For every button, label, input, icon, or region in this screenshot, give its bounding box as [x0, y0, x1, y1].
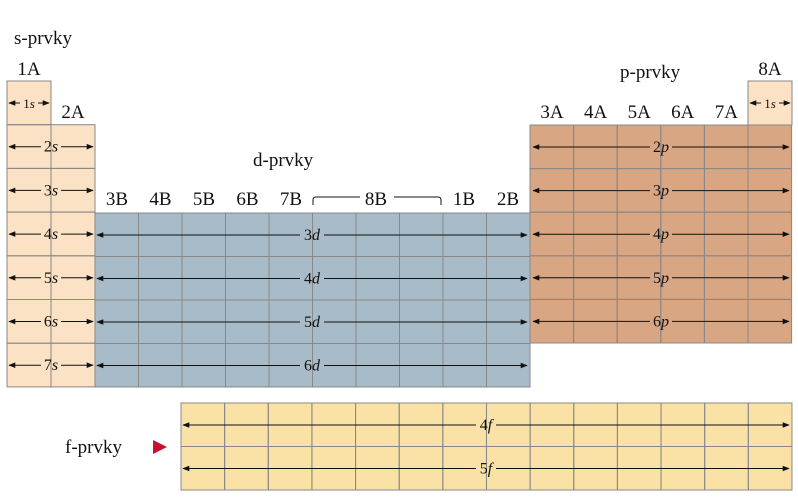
orbital-5s-label: 5s [44, 270, 58, 287]
orbital-7s: 7s [8, 357, 94, 374]
orbital-4p-label: 4p [653, 226, 669, 243]
s-block-label: s-prvky [14, 28, 73, 49]
group-header-3a: 3A [540, 102, 564, 123]
orbital-4p: 4p [532, 226, 790, 243]
orbital-2s: 2s [8, 139, 94, 156]
orbital-6d: 6d [96, 358, 528, 375]
orbital-4s: 4s [8, 226, 94, 243]
orbital-3s-label: 3s [44, 182, 58, 199]
d-group-headers: 3B 4B 5B 6B 7B [106, 189, 302, 210]
orbital-6p: 6p [532, 313, 790, 330]
group-header-8a: 8A [758, 59, 782, 80]
group-header-7b: 7B [280, 189, 302, 210]
orbital-6s: 6s [8, 314, 94, 331]
group-header-2a: 2A [61, 102, 85, 123]
orbital-6p-label: 6p [653, 313, 669, 330]
p-group-headers: 3A 4A 5A 6A 7A [540, 102, 738, 123]
group-header-6b: 6B [236, 189, 258, 210]
orbital-4s-label: 4s [44, 226, 58, 243]
orbital-5d-label: 5d [304, 314, 321, 331]
group-header-3b: 3B [106, 189, 128, 210]
group-header-5b: 5B [193, 189, 215, 210]
orbital-1s-he: 1s [749, 96, 791, 111]
orbital-4d: 4d [96, 271, 528, 288]
p-block-label: p-prvky [620, 62, 681, 83]
group-header-7a: 7A [715, 102, 739, 123]
orbital-5f: 5f [182, 461, 790, 478]
orbital-3p-label: 3p [653, 183, 669, 200]
orbital-3p: 3p [532, 183, 790, 200]
orbital-arrows: 1s 2s 3s 4s 5s 6s 7s 1s 2p 3p 4p 5p 6p 3d 4d 5d 6d 4f 5f [8, 96, 791, 478]
orbital-1s-label: 1s [23, 96, 35, 111]
f-block-pointer-icon [153, 440, 167, 454]
orbital-2p-label: 2p [653, 139, 669, 156]
orbital-1s-he-label: 1s [764, 96, 776, 111]
orbital-2s-label: 2s [44, 139, 58, 156]
group-header-5a: 5A [628, 102, 652, 123]
orbital-3d-label: 3d [304, 227, 321, 244]
orbital-3s: 3s [8, 182, 94, 199]
orbital-4f: 4f [182, 417, 790, 434]
f-block-label: f-prvky [65, 437, 122, 458]
group-header-2b: 2B [497, 189, 519, 210]
orbital-1s: 1s [8, 96, 50, 111]
group-header-1a: 1A [17, 59, 41, 80]
orbital-5f-label: 5f [480, 461, 495, 478]
group-8b-bracket-right [394, 196, 442, 205]
orbital-4f-label: 4f [480, 417, 495, 434]
group-header-6a: 6A [671, 102, 695, 123]
orbital-2p: 2p [532, 139, 790, 156]
group-header-8b: 8B [365, 189, 387, 210]
orbital-5p-label: 5p [653, 270, 669, 287]
orbital-7s-label: 7s [44, 357, 58, 374]
orbital-3d: 3d [96, 227, 528, 244]
group-header-4b: 4B [149, 189, 171, 210]
orbital-5p: 5p [532, 270, 790, 287]
orbital-6d-label: 6d [304, 358, 321, 375]
group-header-4a: 4A [584, 102, 608, 123]
group-header-1b: 1B [453, 189, 475, 210]
orbital-5s: 5s [8, 270, 94, 287]
group-8b-bracket-left [312, 196, 360, 205]
orbital-6s-label: 6s [44, 314, 58, 331]
d-block-label: d-prvky [253, 150, 314, 171]
orbital-5d: 5d [96, 314, 528, 331]
orbital-4d-label: 4d [304, 271, 321, 288]
